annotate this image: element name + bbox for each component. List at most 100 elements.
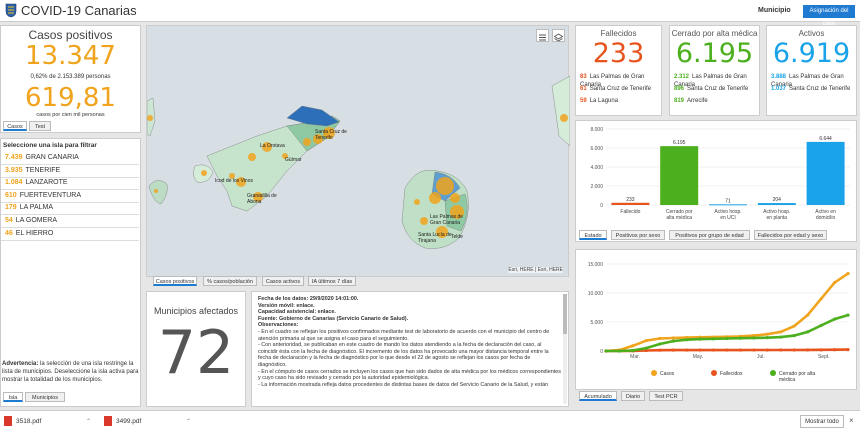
data-point <box>644 338 648 343</box>
close-icon[interactable]: × <box>849 416 854 425</box>
island-item[interactable]: 179 LA PALMA <box>5 203 135 213</box>
map-label-las-palmas: Las Palmas de Gran Canaria <box>430 214 464 226</box>
list-icon <box>539 34 546 41</box>
evolution-chart-tab[interactable]: Diario <box>621 391 645 401</box>
island-item[interactable]: 610 FUERTEVENTURA <box>5 191 135 201</box>
data-point <box>631 344 635 348</box>
tab-isla[interactable]: Isla <box>3 392 23 402</box>
island-name: LA GOMERA <box>15 217 58 224</box>
y-tick-label: 2.000 <box>590 184 603 190</box>
layers-icon <box>553 33 564 42</box>
download-item[interactable]: 3518.pdf ⌃ <box>4 416 94 428</box>
info-line: Capacidad asistencial: enlace. <box>258 309 336 316</box>
info-lines: Fecha de los datos: 29/9/2020 14:01:00. V… <box>258 296 562 388</box>
data-point <box>685 348 689 352</box>
island-name: EL HIERRO <box>15 229 54 237</box>
y-tick-label: 10.000 <box>588 291 604 297</box>
tab-test[interactable]: Test <box>29 121 51 131</box>
map-list-button[interactable] <box>536 29 549 42</box>
stat-card-value: 233 <box>592 38 645 69</box>
island-item[interactable]: 1.084 LANZAROTE <box>5 178 135 188</box>
stat-card-title: Fallecidos <box>600 29 637 38</box>
data-point <box>846 348 850 352</box>
stat-row-value: 819 <box>674 98 685 104</box>
coat-of-arms-icon <box>5 3 17 18</box>
canary-islands-map[interactable] <box>146 26 571 278</box>
data-point <box>738 348 743 352</box>
status-chart-tab[interactable]: Fallecidos por edad y sexo <box>754 230 827 240</box>
status-bar-chart: 0 2.000 4.000 6.000 8.000 233 Fallecido 6.195 Ce… <box>590 127 850 221</box>
stat-card: Fallecidos 233 83 Las Palmas de Gran Cana… <box>575 25 662 116</box>
stat-row-name: Arrecife <box>687 98 708 104</box>
stat-card-row: 61 Santa Cruz de Tenerife <box>580 85 659 93</box>
y-tick-label: 0 <box>600 349 603 355</box>
bar-value-label: 71 <box>725 198 731 204</box>
data-point <box>765 348 769 352</box>
map-layers-button[interactable] <box>552 29 565 42</box>
island-count: 3.935 <box>5 166 23 174</box>
data-point <box>752 334 756 338</box>
status-chart-panel: 0 2.000 4.000 6.000 8.000 233 Fallecido 6.195 Ce… <box>575 120 857 242</box>
data-point <box>806 313 810 317</box>
data-point <box>846 313 850 317</box>
evolution-chart-panel: 0 5.000 10.000 15.000 Mar. May. Jul. Sept. Casos… <box>575 249 857 390</box>
map-label-icod: Icod de los Vinos <box>215 178 253 184</box>
map-panel[interactable]: Santa Cruz de Tenerife La Orotava Granad… <box>146 25 571 278</box>
cases-rate: 619,81 <box>25 83 116 113</box>
stat-row-name: Las Palmas de Gran Canaria <box>771 74 844 88</box>
info-line: diagnóstico. <box>258 361 287 368</box>
stat-row-name: Santa Cruz de Tenerife <box>687 86 749 92</box>
data-point <box>725 348 729 352</box>
evolution-chart-tab[interactable]: Acumulado <box>579 391 617 401</box>
legend-swatch <box>711 370 717 376</box>
map-label-santa-cruz: Santa Cruz de Tenerife <box>315 129 347 141</box>
stat-card-row: 896 Santa Cruz de Tenerife <box>674 85 757 93</box>
evolution-chart-tab[interactable]: Test PCR <box>649 391 683 401</box>
divider <box>1 201 139 203</box>
stat-row-value: 1.037 <box>771 86 787 92</box>
tab-casos[interactable]: Casos <box>3 121 27 131</box>
island-item[interactable]: 46 EL HIERRO <box>5 229 135 239</box>
island-item[interactable]: 3.935 TENERIFE <box>5 166 135 176</box>
bar-value-label: 6.195 <box>673 140 686 146</box>
stat-card-value: 6.195 <box>675 38 754 69</box>
stat-card-row: 3.888 Las Palmas de Gran Canaria <box>771 73 854 89</box>
stat-card-row: 1.037 Santa Cruz de Tenerife <box>771 85 854 93</box>
assignment-button[interactable]: Asignación del caso <box>803 5 855 27</box>
stat-card-row: 819 Arrecife <box>674 97 757 105</box>
tab-casos-poblacion[interactable]: % casos/población <box>203 276 257 286</box>
info-line: Observaciones: <box>258 322 299 329</box>
tab-casos-positivos[interactable]: Casos positivos <box>153 276 197 286</box>
map-label-guimar: Güímar <box>285 157 302 163</box>
x-tick-label: Sept. <box>818 354 830 360</box>
cases-title: Casos positivos <box>28 28 113 42</box>
data-point <box>792 348 796 352</box>
status-chart-tab[interactable]: Positivos por grupo de edad <box>669 230 750 240</box>
map-label-orotava: La Orotava <box>260 143 285 149</box>
data-point <box>604 349 608 353</box>
download-item[interactable]: 3499.pdf ⌃ <box>104 416 194 428</box>
data-point <box>658 348 662 352</box>
info-panel[interactable]: Fecha de los datos: 29/9/2020 14:01:00. V… <box>251 291 569 407</box>
status-chart-tab[interactable]: Estado <box>579 230 607 240</box>
stat-card-value: 6.919 <box>772 38 851 69</box>
island-item[interactable]: 7.439 GRAN CANARIA <box>5 153 135 163</box>
data-point <box>617 349 622 353</box>
data-point <box>698 348 702 352</box>
stat-row-value: 59 <box>580 98 587 104</box>
chevron-up-icon[interactable]: ⌃ <box>186 419 192 425</box>
island-count: 610 <box>5 191 17 199</box>
status-chart-tab[interactable]: Positivos por sexo <box>611 230 665 240</box>
tab-casos-activos[interactable]: Casos activos <box>262 276 304 286</box>
show-all-button[interactable]: Mostrar todo <box>800 415 844 428</box>
info-scrollbar[interactable] <box>563 294 567 404</box>
evolution-line-chart: 0 5.000 10.000 15.000 Mar. May. Jul. Sept. Casos… <box>588 262 850 383</box>
tab-ia-7-dias[interactable]: IA últimos 7 días <box>308 276 356 286</box>
tab-municipios[interactable]: Municipios <box>25 392 65 402</box>
x-tick-label: Jul. <box>757 354 765 360</box>
chevron-up-icon[interactable]: ⌃ <box>86 419 92 425</box>
bar-value-label: 6.644 <box>819 136 832 142</box>
bar <box>611 202 650 205</box>
island-item[interactable]: 54 LA GOMERA <box>5 216 135 226</box>
municipios-panel: Municipios afectados 72 <box>146 291 246 407</box>
